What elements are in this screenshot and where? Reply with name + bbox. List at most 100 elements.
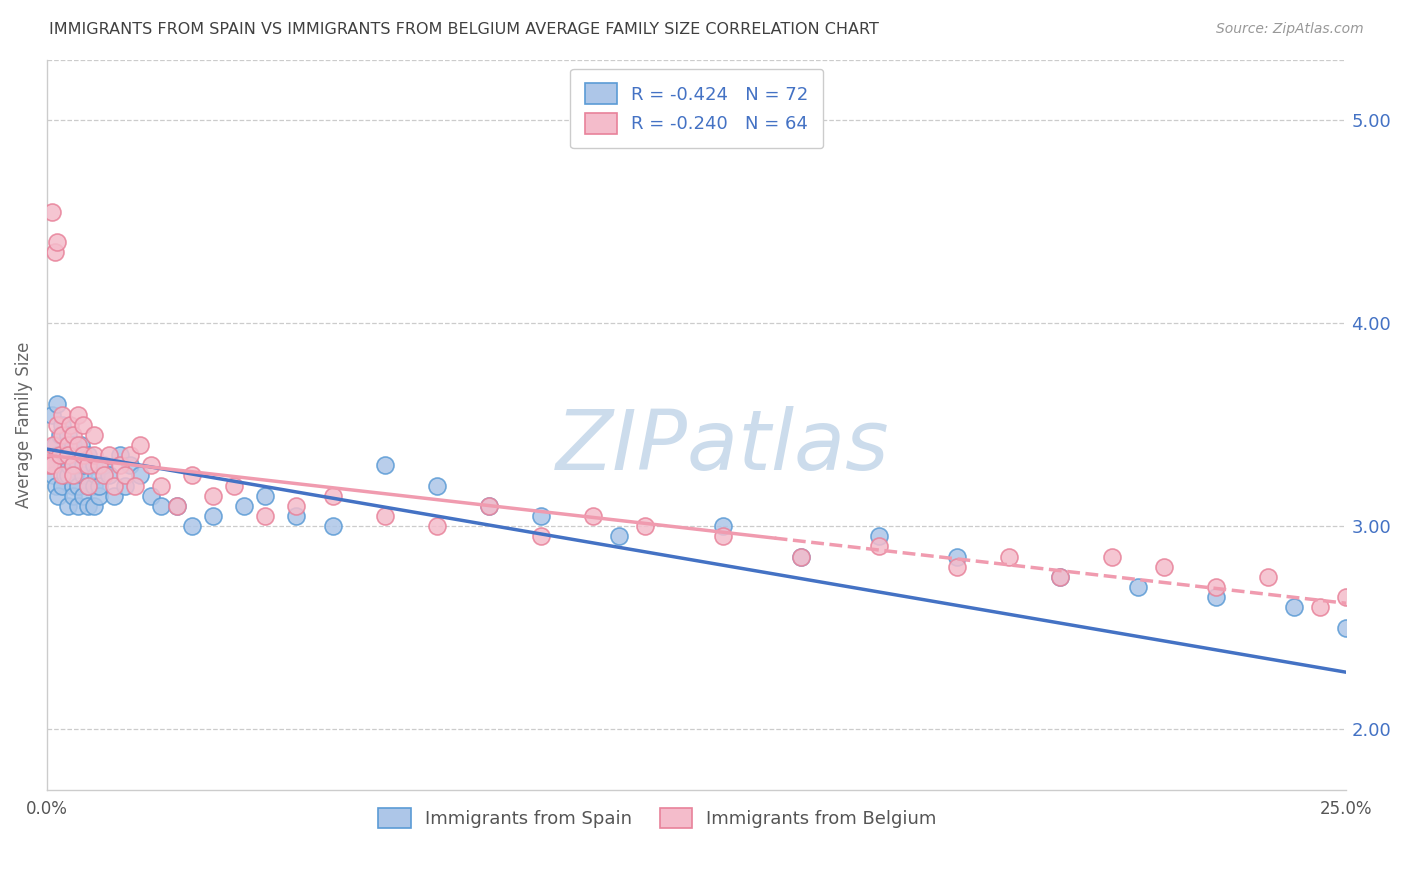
Point bbox=[65, 468, 87, 483]
Point bbox=[45, 478, 67, 492]
Point bbox=[84, 468, 107, 483]
Point bbox=[41, 458, 63, 473]
Point bbox=[46, 448, 69, 462]
Point bbox=[56, 468, 79, 483]
Point bbox=[1336, 590, 1358, 604]
Point bbox=[868, 540, 890, 554]
Point bbox=[1336, 621, 1358, 635]
Point bbox=[789, 549, 811, 564]
Point bbox=[478, 499, 501, 513]
Point bbox=[62, 489, 84, 503]
Point bbox=[51, 478, 73, 492]
Point bbox=[98, 468, 121, 483]
Point bbox=[98, 448, 121, 462]
Point bbox=[62, 468, 84, 483]
Point bbox=[67, 478, 90, 492]
Point bbox=[530, 529, 553, 543]
Point bbox=[77, 448, 100, 462]
Point bbox=[56, 428, 79, 442]
Point bbox=[44, 438, 66, 452]
Point bbox=[103, 478, 125, 492]
Point bbox=[83, 448, 105, 462]
Text: ZIPatlas: ZIPatlas bbox=[555, 406, 890, 487]
Point bbox=[114, 478, 136, 492]
Point bbox=[1205, 590, 1227, 604]
Point bbox=[997, 549, 1019, 564]
Point bbox=[945, 549, 967, 564]
Point bbox=[1388, 621, 1406, 635]
Point bbox=[87, 489, 110, 503]
Text: Source: ZipAtlas.com: Source: ZipAtlas.com bbox=[1216, 22, 1364, 37]
Point bbox=[374, 458, 396, 473]
Point bbox=[129, 468, 152, 483]
Point bbox=[181, 519, 204, 533]
Point bbox=[62, 458, 84, 473]
Point bbox=[202, 509, 225, 524]
Point bbox=[62, 458, 84, 473]
Point bbox=[181, 468, 204, 483]
Point bbox=[1309, 600, 1331, 615]
Legend: Immigrants from Spain, Immigrants from Belgium: Immigrants from Spain, Immigrants from B… bbox=[371, 800, 943, 836]
Point bbox=[124, 478, 146, 492]
Point bbox=[868, 529, 890, 543]
Point bbox=[46, 235, 69, 250]
Point bbox=[83, 458, 105, 473]
Point bbox=[72, 448, 94, 462]
Y-axis label: Average Family Size: Average Family Size bbox=[15, 342, 32, 508]
Point bbox=[285, 509, 308, 524]
Point bbox=[72, 468, 94, 483]
Point bbox=[254, 509, 277, 524]
Point bbox=[945, 559, 967, 574]
Point bbox=[46, 417, 69, 432]
Point bbox=[83, 499, 105, 513]
Point bbox=[56, 438, 79, 452]
Point bbox=[41, 408, 63, 422]
Point bbox=[51, 417, 73, 432]
Point bbox=[52, 448, 75, 462]
Point bbox=[72, 417, 94, 432]
Point bbox=[51, 458, 73, 473]
Point bbox=[607, 529, 630, 543]
Point bbox=[56, 499, 79, 513]
Point bbox=[711, 519, 734, 533]
Point bbox=[77, 478, 100, 492]
Point bbox=[582, 509, 605, 524]
Point bbox=[42, 438, 65, 452]
Point bbox=[150, 478, 173, 492]
Point bbox=[83, 478, 105, 492]
Point bbox=[233, 499, 256, 513]
Point bbox=[62, 478, 84, 492]
Point bbox=[634, 519, 657, 533]
Point bbox=[120, 448, 142, 462]
Point bbox=[77, 499, 100, 513]
Point bbox=[56, 438, 79, 452]
Point bbox=[114, 468, 136, 483]
Point bbox=[62, 428, 84, 442]
Point bbox=[87, 478, 110, 492]
Point bbox=[41, 204, 63, 219]
Point bbox=[69, 438, 91, 452]
Point bbox=[51, 468, 73, 483]
Point bbox=[62, 438, 84, 452]
Point bbox=[46, 489, 69, 503]
Point bbox=[285, 499, 308, 513]
Point bbox=[56, 448, 79, 462]
Point bbox=[67, 438, 90, 452]
Point bbox=[1049, 570, 1071, 584]
Point bbox=[49, 428, 72, 442]
Point bbox=[150, 499, 173, 513]
Point bbox=[103, 489, 125, 503]
Point bbox=[67, 408, 90, 422]
Point bbox=[478, 499, 501, 513]
Point bbox=[87, 458, 110, 473]
Point bbox=[42, 468, 65, 483]
Point bbox=[93, 458, 115, 473]
Point bbox=[77, 478, 100, 492]
Text: IMMIGRANTS FROM SPAIN VS IMMIGRANTS FROM BELGIUM AVERAGE FAMILY SIZE CORRELATION: IMMIGRANTS FROM SPAIN VS IMMIGRANTS FROM… bbox=[49, 22, 879, 37]
Point bbox=[67, 448, 90, 462]
Point bbox=[51, 408, 73, 422]
Point bbox=[108, 458, 131, 473]
Point bbox=[1257, 570, 1279, 584]
Point bbox=[202, 489, 225, 503]
Point bbox=[38, 458, 60, 473]
